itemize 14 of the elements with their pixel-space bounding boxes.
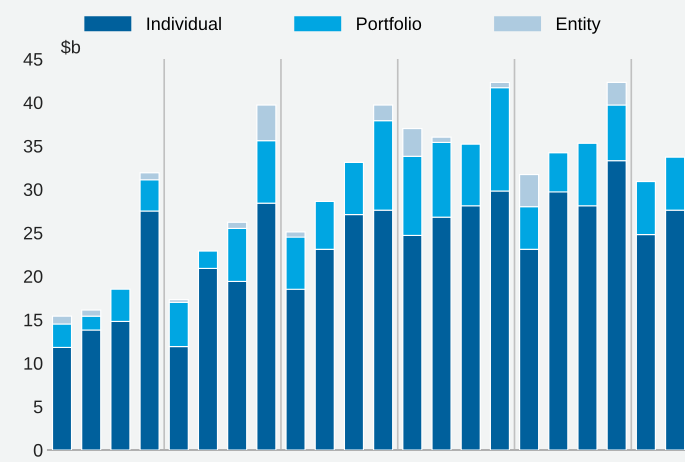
legend-label: Entity bbox=[556, 16, 601, 34]
legend-label: Individual bbox=[147, 16, 221, 30]
y-tick-label: 40 bbox=[23, 96, 42, 110]
y-tick-label: 5 bbox=[34, 400, 42, 414]
y-tick-label: 10 bbox=[24, 357, 42, 370]
y-tick-label: 25 bbox=[24, 226, 42, 240]
y-tick-label: 20 bbox=[24, 270, 42, 283]
y-tick-label: 0 bbox=[34, 444, 42, 457]
y-axis-title: $b bbox=[60, 40, 80, 55]
y-tick-label: 45 bbox=[23, 53, 42, 66]
y-tick-label: 35 bbox=[24, 140, 42, 153]
y-tick-label: 15 bbox=[24, 314, 42, 326]
y-tick-label: 30 bbox=[24, 183, 42, 196]
legend-label: Portfolio bbox=[357, 16, 422, 30]
